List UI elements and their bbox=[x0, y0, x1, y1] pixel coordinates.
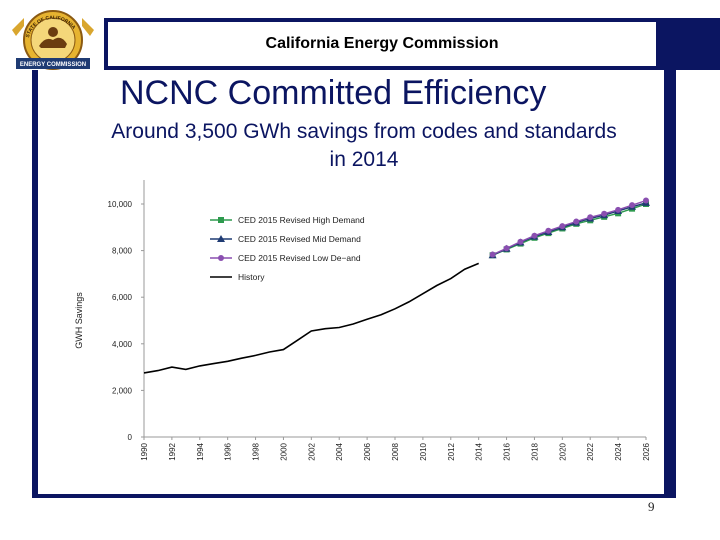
data-point-2 bbox=[573, 218, 580, 225]
y-tick-label: 0 bbox=[128, 433, 133, 442]
x-tick-label: 2026 bbox=[642, 442, 651, 460]
x-tick-label: 2018 bbox=[530, 442, 539, 460]
x-tick-label: 1996 bbox=[224, 442, 233, 460]
y-axis-label: GWH Savings bbox=[74, 292, 84, 349]
legend-label: CED 2015 Revised High Demand bbox=[238, 215, 365, 225]
data-point-2 bbox=[489, 251, 496, 258]
legend-label: CED 2015 Revised Mid Demand bbox=[238, 234, 361, 244]
data-point-2 bbox=[587, 214, 594, 221]
data-point-2 bbox=[629, 202, 636, 209]
slide-subtitle: Around 3,500 GWh savings from codes and … bbox=[111, 120, 617, 171]
y-tick-label: 8,000 bbox=[112, 247, 133, 256]
data-point-2 bbox=[503, 245, 510, 252]
seal-bottom-text: ENERGY COMMISSION bbox=[20, 62, 86, 68]
x-tick-label: 2006 bbox=[363, 442, 372, 460]
x-tick-label: 1998 bbox=[252, 442, 261, 460]
energy-commission-seal-logo: STATE OF CALIFORNIA ENERGY COMMISSION bbox=[12, 10, 94, 70]
series-line-2 bbox=[492, 199, 647, 256]
x-tick-label: 2020 bbox=[558, 442, 567, 460]
gwh-savings-line-chart: 0 2,000 4,000 6,000 8,000 10,000 GWH Savings 19… bbox=[74, 180, 651, 461]
x-tick-label: 1992 bbox=[168, 442, 177, 460]
series-line-0 bbox=[492, 203, 647, 256]
data-point-2 bbox=[545, 227, 552, 234]
legend-label: History bbox=[238, 272, 265, 282]
legend-swatch-marker bbox=[217, 235, 225, 242]
slide-title: NCNC Committed Efficiency bbox=[120, 74, 547, 112]
frame-bottom-border bbox=[32, 494, 676, 498]
data-point-2 bbox=[601, 210, 608, 217]
header-banner: California Energy Commission bbox=[108, 22, 656, 66]
data-point-2 bbox=[517, 238, 524, 245]
x-tick-label: 2012 bbox=[447, 442, 456, 460]
x-tick-label: 2000 bbox=[279, 442, 288, 460]
data-point-2 bbox=[615, 206, 622, 213]
x-tick-label: 2014 bbox=[475, 442, 484, 460]
x-tick-label: 2002 bbox=[307, 442, 316, 460]
x-tick-label: 2010 bbox=[419, 442, 428, 460]
x-tick-label: 2022 bbox=[586, 442, 595, 460]
data-point-2 bbox=[531, 232, 538, 239]
slide-number: 9 bbox=[648, 499, 655, 514]
legend-swatch-marker bbox=[218, 255, 224, 261]
legend-swatch-marker bbox=[218, 217, 224, 223]
x-tick-label: 1990 bbox=[140, 442, 149, 460]
slide-margin bbox=[0, 0, 36, 540]
frame-right-border bbox=[664, 18, 676, 498]
x-tick-label: 2024 bbox=[614, 442, 623, 460]
y-tick-label: 4,000 bbox=[112, 340, 133, 349]
series-line-1 bbox=[492, 202, 647, 256]
legend-label: CED 2015 Revised Low De−and bbox=[238, 253, 361, 263]
y-tick-label: 6,000 bbox=[112, 293, 133, 302]
data-point-2 bbox=[643, 197, 649, 204]
frame-left-border bbox=[32, 70, 38, 498]
x-tick-label: 2016 bbox=[503, 442, 512, 460]
data-point-2 bbox=[559, 223, 566, 230]
y-tick-label: 2,000 bbox=[112, 386, 133, 395]
x-tick-label: 1994 bbox=[196, 442, 205, 460]
series-line-3 bbox=[143, 262, 480, 374]
x-tick-label: 2008 bbox=[391, 442, 400, 460]
header-org-name: California Energy Commission bbox=[265, 35, 499, 52]
x-tick-label: 2004 bbox=[335, 442, 344, 460]
y-tick-label: 10,000 bbox=[108, 200, 133, 209]
